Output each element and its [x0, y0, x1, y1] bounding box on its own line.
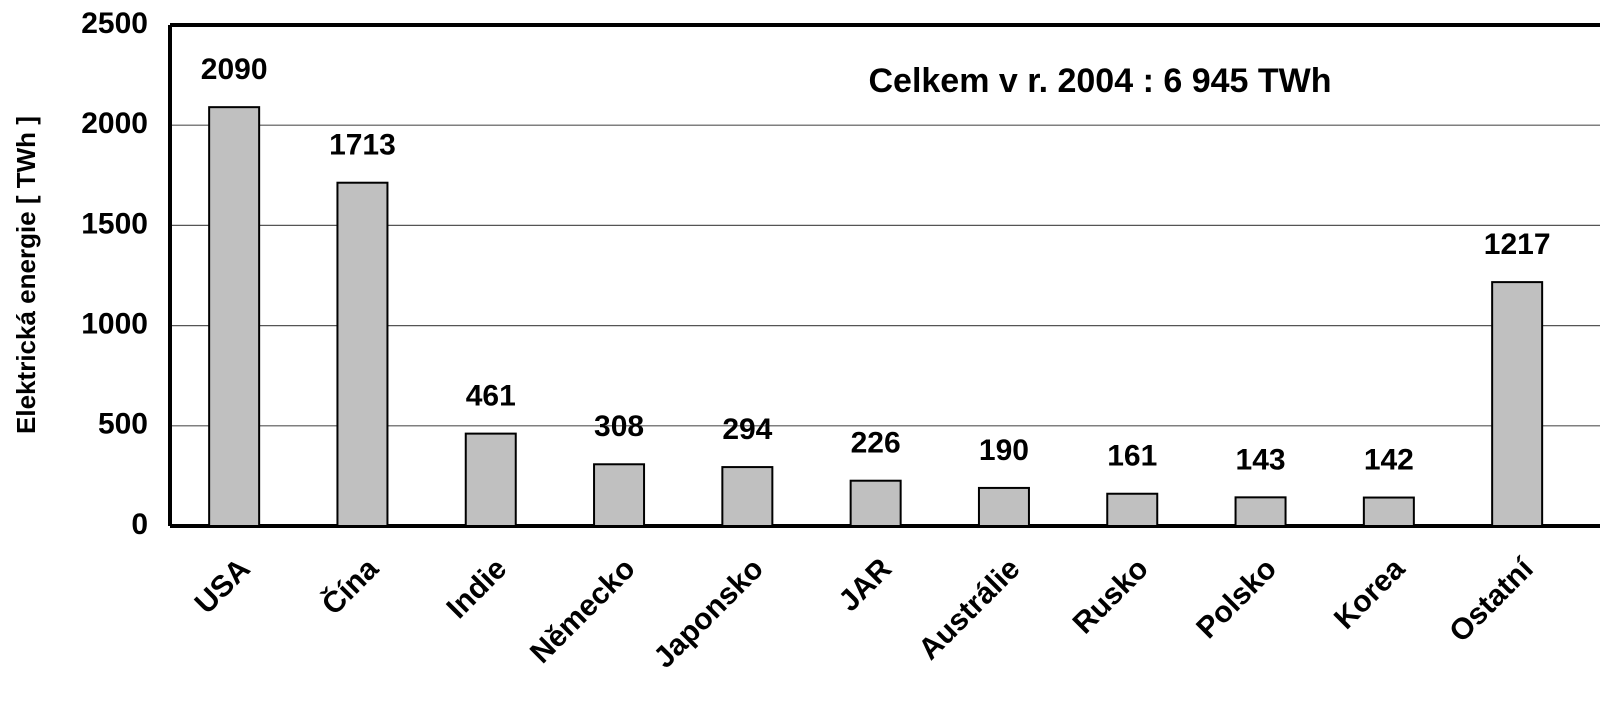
- y-tick-label: 500: [98, 408, 148, 441]
- x-tick-label: Rusko: [1067, 552, 1155, 640]
- bar: [1106, 492, 1159, 527]
- x-tick-label: Korea: [1328, 552, 1412, 636]
- bar: [849, 479, 902, 527]
- x-tick-label: Německo: [524, 552, 642, 670]
- x-tick-label: Ostatní: [1443, 551, 1541, 649]
- x-tick-label: Austrálie: [912, 552, 1026, 666]
- value-label: 226: [851, 427, 901, 460]
- y-tick-label: 0: [131, 508, 148, 541]
- bar: [336, 181, 389, 527]
- x-tick-label: Japonsko: [648, 552, 770, 674]
- annotation: Celkem v r. 2004 : 6 945 TWh: [868, 62, 1331, 100]
- value-label: 308: [594, 410, 644, 443]
- bar: [721, 466, 774, 527]
- bar: [464, 432, 517, 527]
- bar: [1362, 496, 1415, 528]
- value-label: 161: [1107, 440, 1157, 473]
- y-tick-label: 2500: [81, 7, 148, 40]
- value-label: 190: [979, 434, 1029, 467]
- value-label: 294: [722, 413, 772, 446]
- x-tick-label: Čína: [315, 551, 385, 621]
- bar: [1234, 496, 1287, 528]
- x-tick-label: JAR: [832, 552, 898, 618]
- bar: [208, 106, 261, 527]
- value-label: 2090: [201, 53, 268, 86]
- value-label: 461: [466, 380, 516, 413]
- y-tick-label: 2000: [81, 107, 148, 140]
- value-label: 1713: [329, 129, 396, 162]
- value-label: 142: [1364, 443, 1414, 476]
- bar: [593, 463, 646, 527]
- y-tick-label: 1000: [81, 308, 148, 341]
- x-tick-label: Indie: [440, 552, 513, 625]
- bar: [1491, 281, 1544, 527]
- x-tick-label: USA: [189, 552, 257, 620]
- value-label: 143: [1236, 443, 1286, 476]
- bar: [977, 486, 1030, 528]
- y-tick-label: 1500: [81, 207, 148, 240]
- x-tick-label: Polsko: [1190, 552, 1283, 645]
- y-axis-label: Elektrická energie [ TWh ]: [11, 116, 41, 434]
- value-label: 1217: [1484, 228, 1551, 261]
